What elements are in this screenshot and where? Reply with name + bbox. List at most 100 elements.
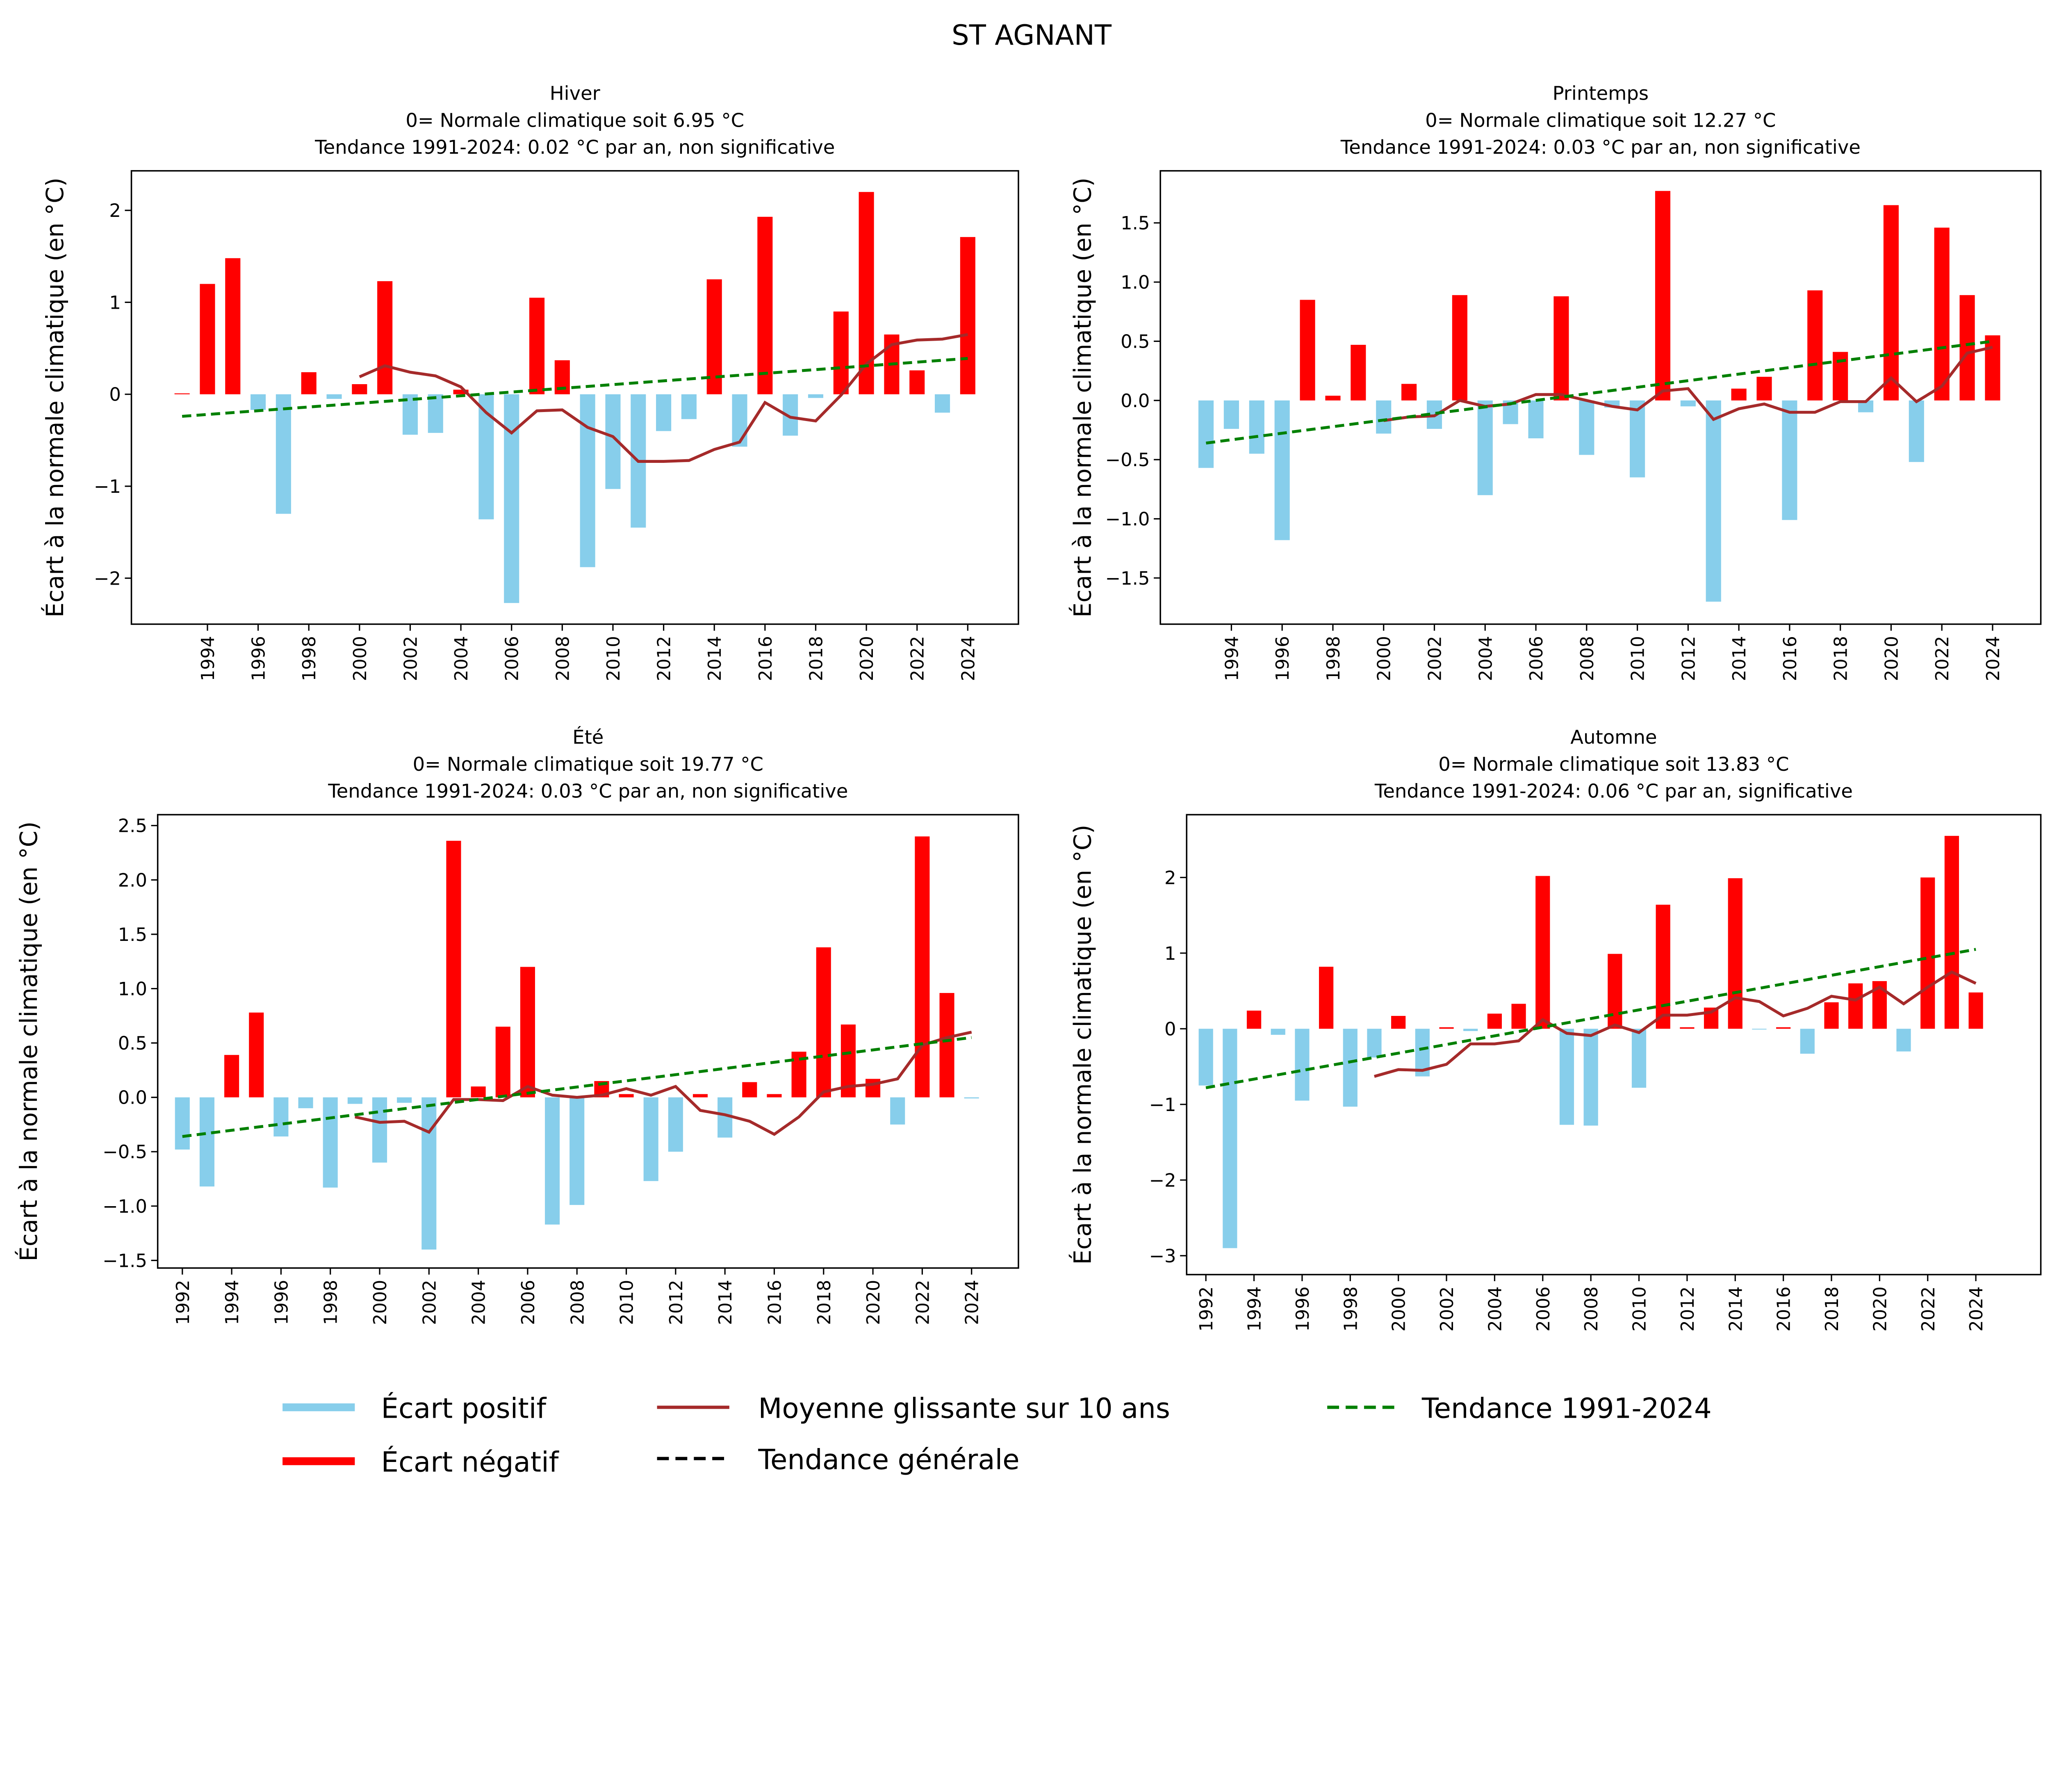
y-tick-label: 0.5	[118, 1032, 147, 1054]
x-tick-label: 1994	[1245, 1287, 1265, 1332]
bar-1999	[1367, 1029, 1382, 1058]
bar-1996	[251, 394, 266, 410]
trend-line	[1206, 339, 1993, 445]
bar-2023	[1959, 295, 1975, 401]
y-axis-label: Écart à la normale climatique (en °C)	[1068, 178, 1096, 617]
y-axis-label: Écart à la normale climatique (en °C)	[41, 178, 69, 617]
x-tick-label: 2006	[1533, 1287, 1554, 1332]
subplot-title-line: Tendance 1991-2024: 0.06 °C par an, sign…	[1374, 780, 1853, 802]
bar-1997	[298, 1097, 313, 1109]
trend-line	[182, 357, 968, 418]
bar-2012	[1680, 400, 1696, 407]
x-tick-label: 2004	[1476, 636, 1496, 681]
bar-2012	[668, 1097, 683, 1152]
x-tick-label: 2018	[806, 636, 827, 681]
bar-1993	[1198, 400, 1214, 468]
bar-2024	[1985, 335, 2000, 401]
x-tick-label: 1996	[271, 1280, 292, 1325]
x-tick-label: 2020	[1870, 1287, 1891, 1332]
x-tick-label: 2012	[1678, 1287, 1698, 1332]
legend-label-negative: Écart négatif	[381, 1446, 559, 1478]
x-tick-label: 2022	[913, 1280, 933, 1325]
bar-2001	[397, 1097, 412, 1103]
bar-1998	[323, 1097, 338, 1188]
y-tick-label: −0.5	[1105, 449, 1150, 471]
y-tick-label: 2	[109, 200, 121, 221]
subplot-title-line: Printemps	[1553, 82, 1649, 105]
bar-2010	[619, 1094, 634, 1098]
x-tick-label: 2006	[1526, 636, 1547, 681]
y-tick-label: −0.5	[102, 1141, 147, 1163]
bar-2000	[372, 1097, 387, 1163]
bar-2003	[1463, 1029, 1478, 1031]
y-tick-label: 1.5	[1121, 212, 1150, 234]
bar-2024	[1968, 992, 1983, 1029]
x-tick-label: 2016	[756, 636, 776, 681]
y-tick-label: −1.0	[102, 1195, 147, 1217]
x-tick-label: 2012	[654, 636, 675, 681]
x-tick-label: 2006	[502, 636, 523, 681]
x-tick-label: 2008	[1577, 636, 1598, 681]
x-tick-label: 2004	[1485, 1287, 1506, 1332]
x-tick-label: 2020	[863, 1280, 884, 1325]
bar-2017	[1800, 1029, 1815, 1054]
bar-1994	[224, 1055, 239, 1098]
x-tick-label: 1992	[1196, 1287, 1217, 1332]
bar-2022	[909, 370, 925, 394]
bar-2001	[377, 281, 393, 394]
x-tick-label: 2000	[1389, 1287, 1410, 1332]
y-tick-label: 2	[1164, 867, 1176, 888]
bar-2014	[1728, 878, 1742, 1029]
axes-frame	[1159, 170, 2042, 625]
bar-1995	[225, 258, 241, 394]
y-tick-label: 1.0	[1121, 271, 1150, 293]
bar-2000	[1376, 400, 1392, 434]
bar-2016	[1782, 400, 1797, 520]
bar-2013	[681, 394, 697, 419]
bar-2020	[1883, 205, 1899, 401]
bar-2003	[1452, 295, 1467, 401]
bar-2015	[742, 1082, 757, 1098]
bar-2024	[964, 1097, 979, 1099]
bar-2004	[471, 1086, 486, 1098]
bar-1995	[1271, 1029, 1285, 1035]
x-tick-label: 2022	[908, 636, 928, 681]
y-tick-label: 0.0	[118, 1087, 147, 1109]
x-tick-label: 1998	[1341, 1287, 1361, 1332]
subplot-title-line: Hiver	[550, 82, 601, 105]
x-tick-label: 2014	[1729, 636, 1750, 681]
bar-2024	[960, 237, 975, 394]
bar-1992	[1198, 1029, 1213, 1086]
x-tick-label: 2010	[604, 636, 624, 681]
bar-2011	[1656, 904, 1670, 1029]
bar-1999	[1351, 345, 1366, 401]
bar-2009	[1608, 954, 1622, 1029]
bar-2000	[352, 384, 367, 394]
y-tick-label: −1.5	[102, 1250, 147, 1271]
subplot-title-line: Tendance 1991-2024: 0.02 °C par an, non …	[314, 136, 835, 158]
x-tick-label: 2010	[617, 1280, 638, 1325]
bar-2014	[706, 279, 722, 394]
y-tick-label: 0.0	[1121, 390, 1150, 412]
x-tick-label: 1998	[299, 636, 320, 681]
subplot-title-line: Été	[572, 726, 604, 748]
bar-2021	[1896, 1029, 1911, 1052]
y-tick-label: −1	[94, 476, 121, 497]
bar-1995	[249, 1012, 264, 1098]
x-tick-label: 1992	[173, 1280, 194, 1325]
y-tick-label: 1	[109, 291, 121, 313]
trend-line	[1205, 948, 1976, 1089]
subplot-2: Été 0= Normale climatique soit 19.77 °C Te…	[15, 726, 1019, 1325]
bar-1997	[1300, 300, 1315, 401]
x-tick-label: 2014	[705, 636, 725, 681]
x-tick-label: 2016	[1780, 636, 1801, 681]
bar-1996	[1274, 400, 1290, 540]
x-tick-label: 2000	[1374, 636, 1395, 681]
bar-2022	[915, 836, 930, 1098]
x-tick-label: 2000	[350, 636, 371, 681]
bar-2010	[1631, 1029, 1647, 1088]
bar-1993	[199, 1097, 214, 1187]
bar-2000	[1391, 1016, 1406, 1029]
x-tick-label: 2010	[1630, 1287, 1650, 1332]
y-tick-label: −2	[94, 567, 121, 589]
